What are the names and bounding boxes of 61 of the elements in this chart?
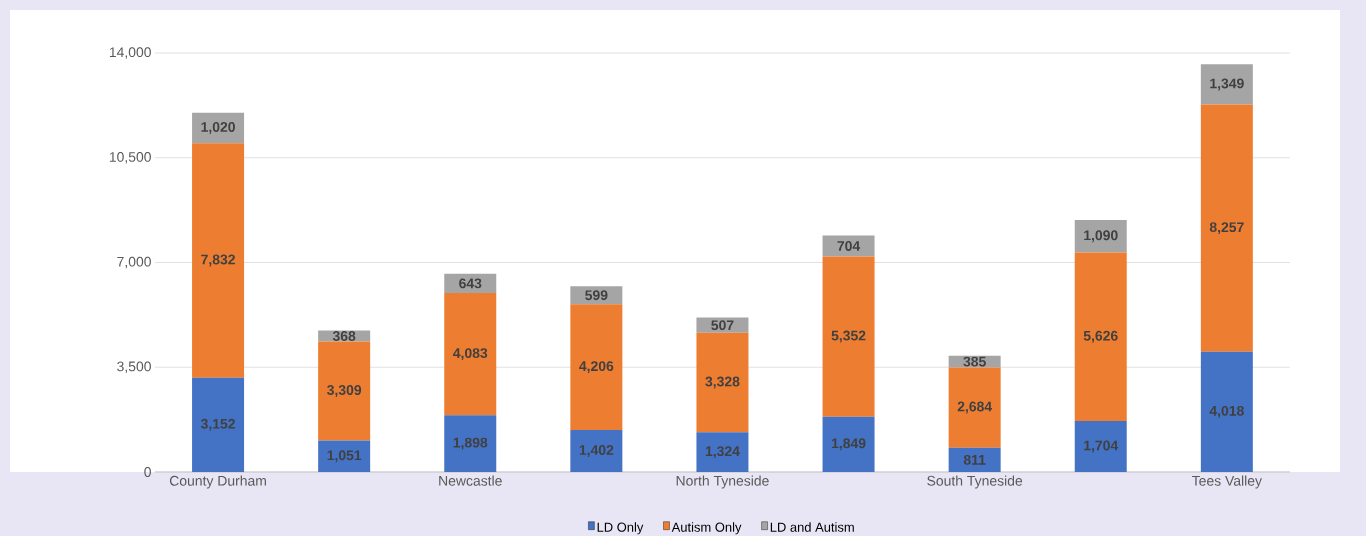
data-label: 7,832 (201, 254, 235, 267)
bar (444, 292, 497, 416)
data-label: 1,349 (1210, 78, 1244, 91)
data-label: 4,083 (453, 348, 488, 360)
legend-label: Autism Only (671, 522, 742, 535)
data-label: 1,324 (705, 446, 740, 459)
x-tick-label: Tees Valley (1192, 475, 1262, 489)
data-label: 1,849 (831, 438, 866, 451)
bar (822, 416, 875, 472)
bar (696, 332, 749, 433)
data-label: 3,152 (200, 418, 235, 431)
data-label: 1,051 (327, 450, 362, 463)
data-label: 3,309 (327, 384, 362, 397)
data-label: 599 (585, 290, 608, 301)
bar (570, 304, 623, 430)
bar (444, 415, 497, 472)
data-label: 4,206 (579, 361, 614, 373)
bar (822, 235, 875, 257)
bar (1200, 351, 1253, 472)
bar (1074, 420, 1127, 472)
bar (1200, 64, 1253, 105)
data-label: 1,090 (1084, 230, 1118, 243)
data-label: 507 (711, 320, 734, 331)
bar (948, 447, 1001, 472)
x-tick-label: South Tyneside (927, 475, 1023, 489)
data-label: 1,402 (579, 444, 614, 457)
data-label: 1,898 (453, 437, 488, 450)
data-label: 811 (963, 454, 986, 465)
data-label: 5,352 (831, 330, 866, 343)
bar (1074, 219, 1127, 253)
data-label: 704 (837, 240, 861, 251)
legend-label: LD Only (597, 522, 644, 535)
legend-label: LD and Autism (770, 522, 854, 532)
data-label: 8,257 (1209, 222, 1244, 235)
data-label: 368 (332, 330, 356, 341)
bar (948, 367, 1001, 448)
data-label: 3,328 (705, 376, 740, 389)
bar (192, 143, 245, 378)
bar (318, 440, 371, 472)
data-label: 1,704 (1084, 440, 1119, 453)
y-tick-label: 7,000 (117, 256, 151, 269)
x-tick-label: County Durham (169, 475, 266, 489)
bar (570, 429, 623, 472)
x-tick-label: North Tyneside (676, 475, 769, 489)
bar (822, 256, 875, 417)
data-label: 643 (459, 278, 482, 289)
x-tick-label: Newcastle (439, 475, 502, 486)
data-label: 4,018 (1209, 405, 1244, 418)
y-tick-label: 3,500 (117, 361, 151, 373)
data-label: 5,626 (1083, 330, 1118, 343)
bar (696, 432, 749, 472)
data-label: 1,020 (201, 121, 235, 134)
y-tick-label: 10,500 (109, 151, 151, 164)
y-tick-label: 14,000 (109, 47, 151, 59)
data-label: 385 (963, 356, 986, 367)
bar (192, 377, 245, 472)
data-label: 2,684 (957, 401, 993, 414)
bar (1200, 104, 1253, 352)
bar (318, 341, 371, 441)
bar (1074, 252, 1127, 421)
y-tick-label: 0 (144, 466, 151, 477)
